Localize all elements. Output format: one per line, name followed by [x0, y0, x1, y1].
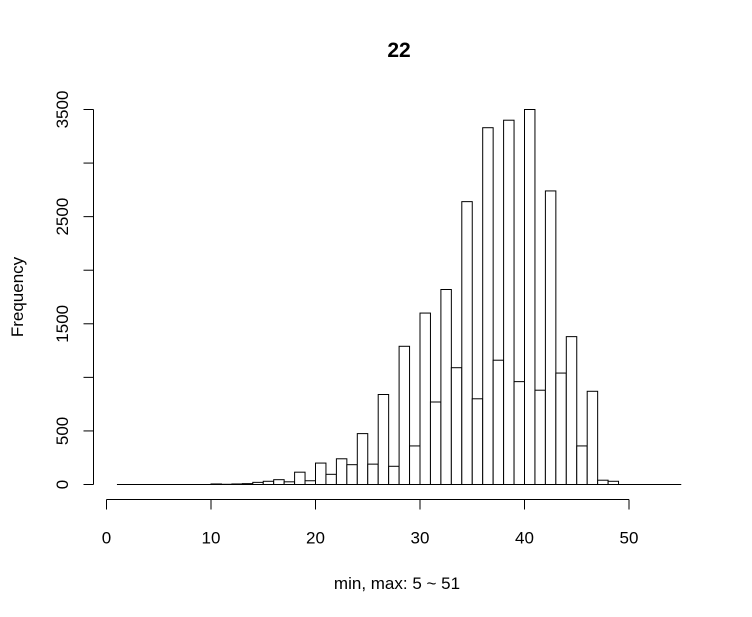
histogram-bar-31 — [440, 289, 452, 485]
histogram-bar-17 — [294, 471, 306, 485]
histogram-bar-27 — [398, 345, 411, 486]
histogram-bar-37 — [503, 119, 515, 486]
y-tick-label-3500: 3500 — [53, 91, 72, 129]
histogram-bar-33 — [461, 201, 473, 485]
y-tick-label-500: 500 — [53, 417, 72, 445]
x-tick-label-20: 20 — [306, 529, 325, 548]
histogram-bar-30 — [429, 401, 442, 485]
histogram-bar-29 — [419, 312, 431, 485]
y-tick-label-2500: 2500 — [53, 198, 72, 236]
histogram-bar-20 — [325, 473, 337, 486]
histogram-bar-34 — [471, 398, 484, 486]
histogram-bar-28 — [409, 445, 421, 485]
x-tick-label-0: 0 — [102, 529, 111, 548]
histogram-bar-22 — [346, 464, 358, 485]
y-axis-label: Frequency — [8, 256, 27, 337]
y-axis: 0 500 1500 2500 3500 — [53, 91, 94, 489]
x-tick-label-50: 50 — [620, 529, 639, 548]
histogram-bar-24 — [367, 463, 379, 486]
histogram-bar-44 — [576, 445, 588, 485]
histogram-bar-45 — [586, 390, 599, 486]
histogram-bar-15 — [273, 479, 285, 485]
x-tick-label-10: 10 — [202, 529, 221, 548]
y-tick-label-1500: 1500 — [53, 305, 72, 343]
x-axis: 0 10 20 30 40 50 — [102, 499, 639, 548]
histogram-bar-42 — [555, 372, 567, 486]
histogram-bar-18 — [304, 480, 316, 485]
histogram-bar-32 — [450, 367, 463, 485]
histogram-bar-41 — [544, 190, 557, 485]
histogram-bar-39 — [524, 109, 536, 485]
histogram-bar-23 — [356, 433, 369, 485]
histogram-bar-43 — [565, 336, 578, 486]
x-tick-label-40: 40 — [515, 529, 534, 548]
histogram-bar-35 — [482, 127, 494, 486]
histogram-bar-21 — [335, 458, 348, 486]
histogram-bar-38 — [513, 381, 525, 486]
chart-title: 22 — [387, 39, 410, 62]
x-tick-label-30: 30 — [411, 529, 430, 548]
histogram-bar-40 — [534, 389, 546, 485]
histogram-bars — [210, 109, 620, 486]
histogram-bar-46 — [597, 479, 609, 485]
histogram-bar-25 — [377, 394, 390, 485]
histogram-bar-19 — [315, 462, 327, 486]
y-tick-label-0: 0 — [53, 480, 72, 489]
x-axis-label: min, max: 5 ~ 51 — [334, 574, 460, 593]
histogram-bar-36 — [492, 359, 505, 485]
histogram-bar-26 — [388, 465, 400, 486]
